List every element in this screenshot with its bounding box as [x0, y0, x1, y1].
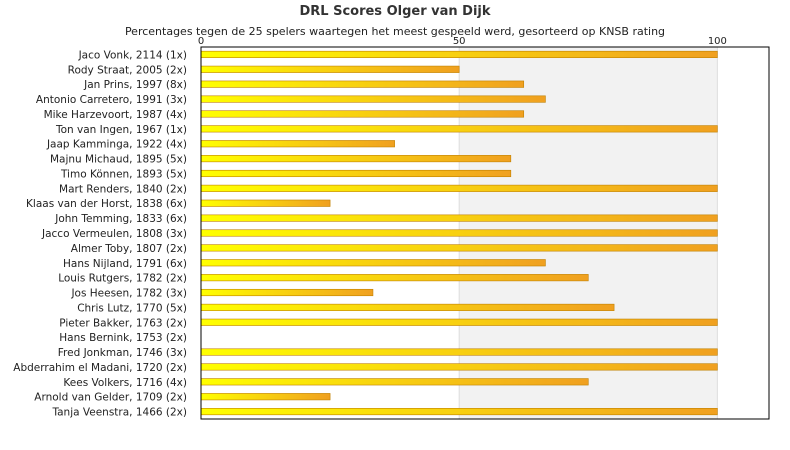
bar: [200, 110, 525, 118]
bar: [200, 169, 512, 178]
category-label: Jaap Kamminga, 1922 (4x): [46, 139, 187, 151]
bar: [200, 303, 615, 311]
bar: [200, 288, 374, 297]
category-label: Jacco Vermeulen, 1808 (3x): [41, 228, 187, 240]
chart-title: DRL Scores Olger van Dijk: [299, 4, 491, 19]
bar: [200, 65, 460, 73]
bar: [200, 378, 589, 386]
bar: [200, 274, 589, 282]
bar: [200, 199, 331, 207]
category-label: Tanja Veenstra, 1466 (2x): [51, 407, 187, 419]
chart-subtitle: Percentages tegen de 25 spelers waartege…: [124, 25, 666, 38]
category-label: Chris Lutz, 1770 (5x): [77, 302, 187, 314]
category-label: Almer Toby, 1807 (2x): [71, 243, 187, 255]
category-label: Timo Können, 1893 (5x): [60, 168, 187, 180]
category-label: Hans Bernink, 1753 (2x): [59, 332, 187, 344]
bar: [200, 95, 546, 103]
category-label: Antonio Carretero, 1991 (3x): [36, 94, 187, 106]
category-label: Hans Nijland, 1791 (6x): [63, 258, 187, 270]
category-label: Ton van Ingen, 1967 (1x): [55, 124, 187, 136]
category-label: Abderrahim el Madani, 1720 (2x): [13, 362, 187, 374]
bar: [200, 244, 718, 252]
category-label: Klaas van der Horst, 1838 (6x): [26, 198, 187, 210]
bar: [200, 318, 718, 326]
bar: [200, 363, 718, 371]
category-label: Louis Rutgers, 1782 (2x): [58, 273, 187, 285]
category-label: Fred Jonkman, 1746 (3x): [58, 347, 187, 359]
category-label: Arnold van Gelder, 1709 (2x): [34, 392, 187, 404]
plot-frame: [200, 46, 770, 420]
background-band: [717, 47, 769, 419]
bar: [200, 155, 512, 163]
x-tick-label: 100: [708, 36, 727, 47]
bar: [200, 408, 718, 416]
category-label: Jan Prins, 1997 (8x): [83, 79, 187, 91]
category-label: Majnu Michaud, 1895 (5x): [50, 154, 187, 166]
category-label: Kees Volkers, 1716 (4x): [63, 377, 187, 389]
category-label: Rody Straat, 2005 (2x): [68, 64, 187, 76]
category-label: Jaco Vonk, 2114 (1x): [78, 49, 187, 61]
bar: [200, 214, 718, 222]
category-label: Jos Heesen, 1782 (3x): [70, 288, 187, 300]
bar: [200, 229, 718, 237]
x-tick-label: 50: [453, 36, 466, 47]
bar: [200, 140, 395, 148]
bar: [200, 348, 718, 356]
bar: [200, 125, 718, 133]
bar: [200, 184, 718, 192]
category-label: John Temming, 1833 (6x): [54, 213, 187, 225]
bar: [200, 259, 546, 267]
x-tick-label: 0: [198, 36, 204, 47]
bar: [200, 80, 525, 88]
category-label: Pieter Bakker, 1763 (2x): [59, 317, 187, 329]
category-label: Mart Renders, 1840 (2x): [59, 183, 187, 195]
category-label: Mike Harzevoort, 1987 (4x): [44, 109, 187, 121]
bar: [200, 50, 718, 58]
bar: [200, 393, 331, 401]
